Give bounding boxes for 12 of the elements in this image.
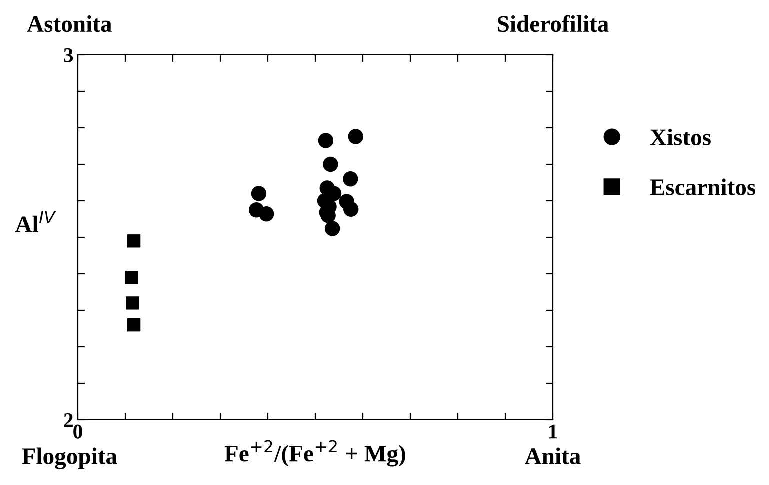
- text: Anita: [525, 448, 581, 464]
- legend-label: Xistos: [650, 128, 711, 146]
- text: Siderofilita: [498, 15, 609, 32]
- y-tick-label: 3: [64, 48, 74, 62]
- text: Flogopita: [22, 448, 118, 470]
- y-tick-label: 2: [64, 413, 73, 428]
- x-tick-label: 0: [74, 424, 82, 439]
- text: Astonita: [27, 16, 112, 32]
- x-axis-title: Fe$^{+2}$/(Fe$^{+2}$ + Mg): [224, 440, 406, 467]
- x-tick-label: 1: [549, 424, 558, 439]
- legend-label: Escarnitos: [650, 178, 756, 196]
- y-axis-title: Al$^{IV}$: [15, 211, 56, 232]
